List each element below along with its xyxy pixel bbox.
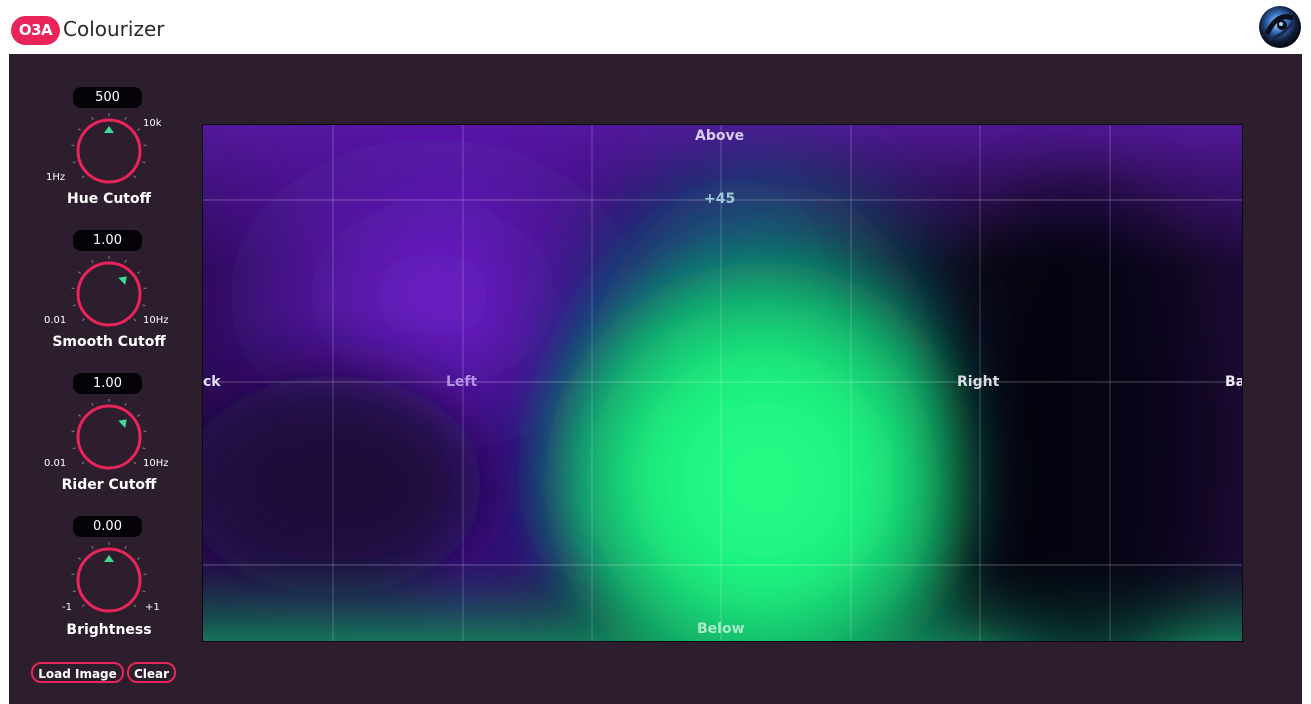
smooth-cutoff-value[interactable]: 1.00 (73, 230, 142, 251)
knob-indicator-icon (104, 126, 114, 133)
plugin-title: Colourizer (63, 17, 165, 41)
rider-cutoff-value[interactable]: 1.00 (73, 373, 142, 394)
load-image-button[interactable]: Load Image (31, 662, 124, 683)
clear-button[interactable]: Clear (127, 662, 176, 683)
brightness-min-label: -1 (62, 602, 72, 613)
o3a-brand-badge: O3A (11, 16, 60, 45)
brightness-knob[interactable] (64, 538, 154, 618)
smooth-cutoff-label: Smooth Cutoff (52, 334, 166, 350)
knob-indicator-icon (118, 276, 127, 285)
vendor-logo-icon[interactable] (1257, 4, 1303, 50)
hue-cutoff-max-label: 10k (143, 118, 162, 129)
rider-cutoff-max-label: 10Hz (143, 458, 169, 469)
smooth-cutoff-knob[interactable] (64, 252, 154, 332)
hue-cutoff-knob[interactable] (64, 109, 154, 189)
smooth-cutoff-control: 1.00 0.01 10Hz Smooth Cutoff (9, 230, 209, 368)
rider-cutoff-control: 1.00 0.01 10Hz Rider Cutoff (9, 373, 209, 511)
rider-cutoff-min-label: 0.01 (44, 458, 67, 469)
knob-indicator-icon (104, 555, 114, 562)
hue-cutoff-value[interactable]: 500 (73, 87, 142, 108)
rider-cutoff-label: Rider Cutoff (61, 477, 157, 493)
sphere-visualizer[interactable]: Above +45 Left Right Below ck Ba (202, 124, 1243, 642)
elevation-45-label: +45 (704, 191, 736, 207)
smooth-cutoff-max-label: 10Hz (143, 315, 169, 326)
hue-cutoff-label: Hue Cutoff (67, 191, 151, 207)
above-label: Above (695, 128, 745, 144)
below-label: Below (697, 621, 745, 637)
hue-cutoff-min-label: 1Hz (46, 172, 66, 183)
plugin-panel: 500 1Hz 10k Hue Cutoff 1.00 0.01 10Hz Sm… (9, 54, 1302, 704)
back-left-label: ck (203, 374, 221, 390)
brightness-max-label: +1 (145, 602, 160, 613)
visualizer-grid (203, 125, 1242, 641)
title-bar: O3A Colourizer (0, 0, 1311, 53)
brightness-value[interactable]: 0.00 (73, 516, 142, 537)
hue-cutoff-control: 500 1Hz 10k Hue Cutoff (9, 87, 209, 225)
right-label: Right (957, 374, 1000, 390)
brightness-label: Brightness (66, 622, 152, 638)
left-label: Left (446, 374, 478, 390)
rider-cutoff-knob[interactable] (64, 395, 154, 475)
brightness-control: 0.00 -1 +1 Brightness (9, 516, 209, 654)
back-right-label: Ba (1225, 374, 1242, 390)
knob-indicator-icon (118, 419, 127, 428)
visualizer-canvas (203, 125, 1242, 641)
smooth-cutoff-min-label: 0.01 (44, 315, 67, 326)
